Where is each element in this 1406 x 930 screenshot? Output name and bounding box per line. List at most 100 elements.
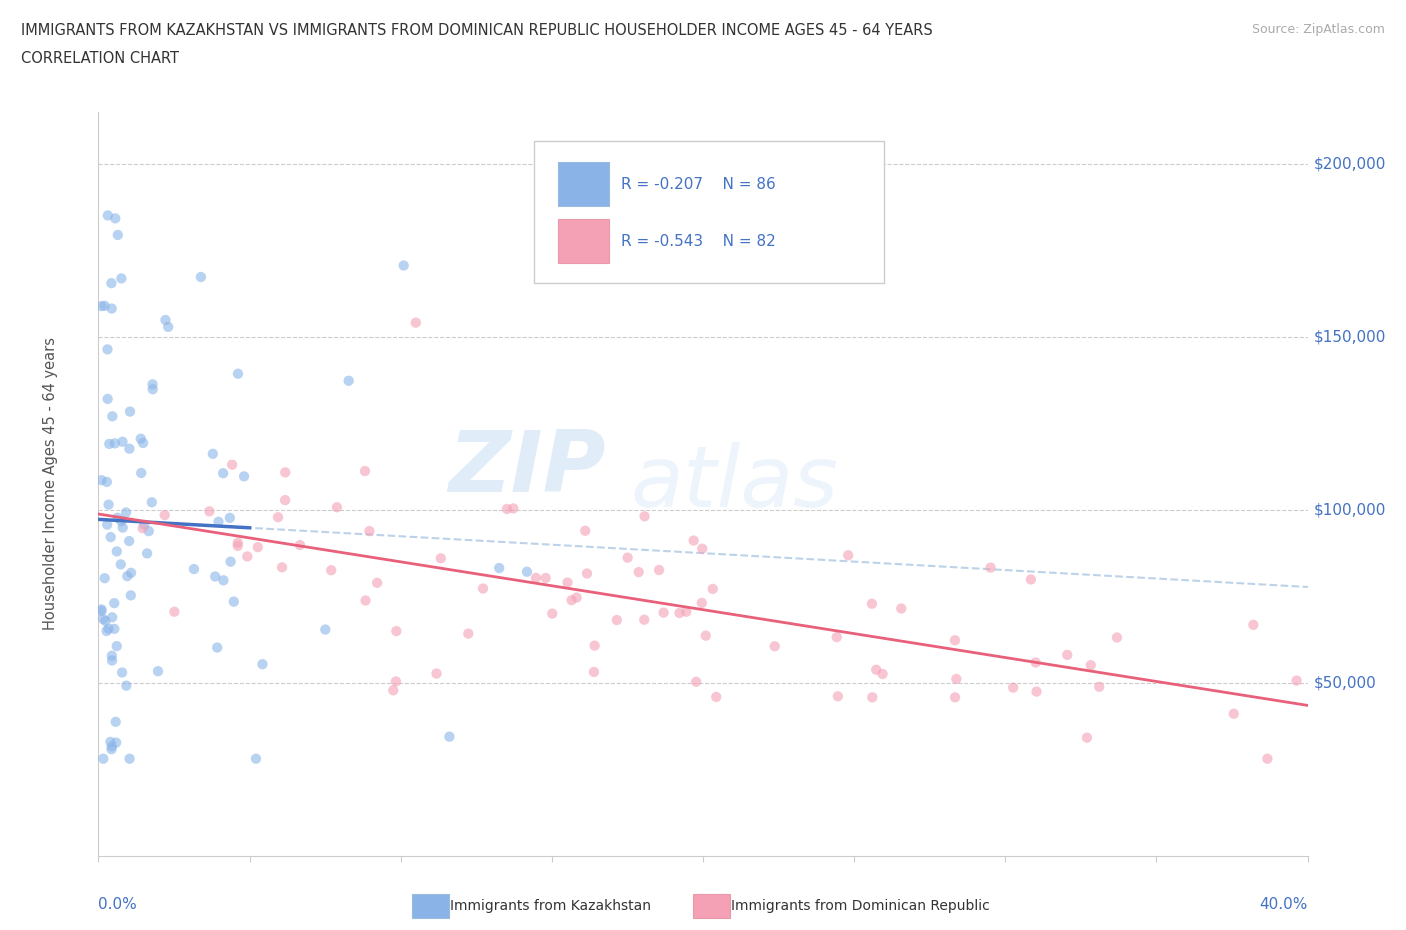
Point — [226, 536, 249, 551]
Point — [382, 683, 405, 698]
FancyBboxPatch shape — [558, 162, 609, 206]
Point — [96, 474, 118, 489]
Text: 40.0%: 40.0% — [1260, 897, 1308, 911]
Point — [100, 735, 122, 750]
Point — [943, 690, 966, 705]
Point — [111, 434, 134, 449]
Point — [385, 624, 408, 639]
Point — [97, 621, 120, 636]
Point — [100, 742, 122, 757]
Point — [91, 751, 114, 766]
Point — [90, 602, 112, 617]
Point — [221, 458, 243, 472]
Text: $200,000: $200,000 — [1313, 156, 1386, 171]
Point — [616, 551, 638, 565]
Point — [111, 665, 134, 680]
Point — [524, 570, 547, 585]
Point — [110, 557, 132, 572]
Point — [96, 623, 118, 638]
Point — [129, 432, 152, 446]
Point — [118, 441, 141, 456]
Point — [252, 657, 274, 671]
Point — [96, 342, 118, 357]
Point — [97, 208, 120, 223]
Point — [115, 505, 138, 520]
Point — [129, 466, 152, 481]
Point — [97, 392, 120, 406]
Text: R = -0.543    N = 82: R = -0.543 N = 82 — [621, 234, 776, 249]
Point — [837, 548, 859, 563]
Point — [943, 632, 966, 647]
Point — [201, 446, 224, 461]
Point — [1105, 630, 1128, 644]
Point — [945, 671, 967, 686]
FancyBboxPatch shape — [534, 141, 884, 283]
Point — [101, 653, 124, 668]
Point — [1285, 673, 1308, 688]
Point — [274, 493, 297, 508]
Point — [557, 575, 579, 590]
Point — [1076, 730, 1098, 745]
Point — [226, 538, 249, 553]
Point — [205, 640, 228, 655]
Point — [695, 628, 717, 643]
Point — [101, 409, 124, 424]
Point — [685, 674, 707, 689]
Point — [212, 573, 235, 588]
Point — [865, 662, 887, 677]
Point — [354, 593, 377, 608]
Point — [472, 581, 495, 596]
Point — [91, 612, 114, 627]
Point — [1056, 647, 1078, 662]
Point — [392, 258, 415, 272]
Point — [94, 614, 117, 629]
Point — [100, 530, 122, 545]
Point — [890, 601, 912, 616]
Point — [97, 498, 120, 512]
Point — [652, 605, 675, 620]
Point — [690, 595, 713, 610]
Point — [502, 501, 524, 516]
Point — [218, 511, 240, 525]
Point — [107, 511, 129, 525]
Text: ZIP: ZIP — [449, 427, 606, 511]
Point — [90, 299, 112, 313]
Point — [267, 510, 290, 525]
Point — [142, 382, 165, 397]
Point — [198, 504, 221, 519]
Point — [90, 604, 112, 618]
Point — [337, 373, 360, 388]
Point — [496, 501, 519, 516]
Point — [118, 534, 141, 549]
Text: R = -0.207    N = 86: R = -0.207 N = 86 — [621, 177, 776, 192]
Point — [1088, 679, 1111, 694]
Point — [704, 689, 727, 704]
Point — [120, 588, 142, 603]
Text: Source: ZipAtlas.com: Source: ZipAtlas.com — [1251, 23, 1385, 36]
Point — [326, 499, 349, 514]
Point — [104, 211, 127, 226]
Point — [682, 533, 704, 548]
Point — [457, 626, 479, 641]
Point — [190, 270, 212, 285]
Point — [488, 561, 510, 576]
Point — [233, 469, 256, 484]
Point — [104, 436, 127, 451]
Point — [359, 524, 381, 538]
Point — [606, 613, 628, 628]
Point — [141, 495, 163, 510]
Point — [110, 514, 132, 529]
Point — [574, 524, 596, 538]
Point — [236, 549, 259, 564]
Text: $100,000: $100,000 — [1313, 502, 1386, 517]
Point — [183, 562, 205, 577]
Point — [146, 664, 169, 679]
Text: $50,000: $50,000 — [1313, 675, 1376, 690]
Point — [163, 604, 186, 619]
Point — [104, 714, 127, 729]
Point — [648, 563, 671, 578]
Text: Householder Income Ages 45 - 64 years: Householder Income Ages 45 - 64 years — [42, 337, 58, 631]
Point — [405, 315, 427, 330]
Text: atlas: atlas — [630, 442, 838, 525]
Point — [101, 739, 124, 754]
